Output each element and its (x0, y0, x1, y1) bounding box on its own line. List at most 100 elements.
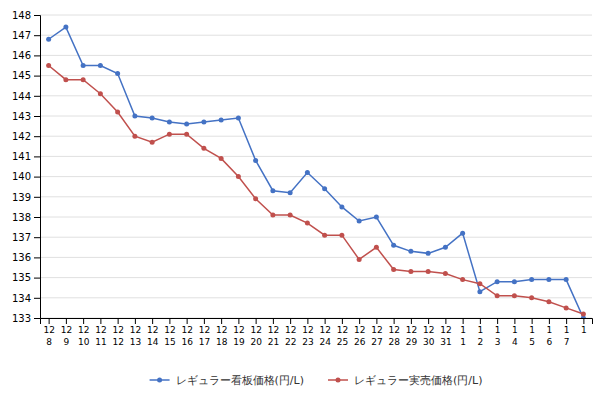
point (426, 251, 431, 256)
x-tick-label-row2: 5 (529, 337, 535, 347)
x-tick-label: 12 (216, 325, 227, 335)
y-tick: 147 (12, 30, 40, 41)
grid-line (40, 55, 592, 56)
y-tick-mark (34, 156, 40, 157)
legend-item: レギュラー実売価格(円/L) (328, 374, 482, 387)
point (150, 140, 155, 145)
x-axis-line (41, 319, 593, 325)
x-tick-label: 12 (250, 325, 261, 335)
y-tick-label: 134 (12, 293, 31, 304)
y-tick-mark (34, 318, 40, 319)
x-axis: 1281291210121112121213121412151216121712… (41, 318, 593, 347)
point (236, 174, 241, 179)
y-tick-label: 140 (12, 171, 31, 182)
point (305, 170, 310, 175)
point (167, 132, 172, 137)
x-tick-label-row2: 27 (371, 337, 382, 347)
y-tick-label: 141 (12, 151, 31, 162)
x-tick-mark (273, 318, 274, 324)
y-tick-label: 133 (12, 313, 31, 324)
x-tick: 1218 (216, 318, 228, 347)
x-tick-label-row2: 23 (302, 337, 313, 347)
x-tick: 1229 (406, 318, 418, 347)
x-tick-mark (49, 318, 50, 324)
x-tick-label: 12 (130, 325, 141, 335)
x-tick-label: 12 (233, 325, 244, 335)
y-tick-mark (34, 278, 40, 279)
x-tick-mark (445, 318, 446, 324)
x-tick-label: 1 (512, 325, 518, 335)
point (46, 37, 51, 42)
x-tick-label: 12 (388, 325, 399, 335)
y-tick: 133 (12, 313, 40, 324)
x-tick-label-row2: 6 (547, 337, 553, 347)
y-tick: 142 (12, 131, 40, 142)
y-tick-label: 139 (12, 192, 31, 203)
point (63, 25, 68, 30)
x-tick: 1228 (388, 318, 400, 347)
grid-line (40, 95, 592, 96)
x-tick-mark (566, 318, 567, 324)
point (201, 146, 206, 151)
x-tick-mark (480, 318, 481, 324)
grid-line (40, 237, 592, 238)
grid-line (40, 297, 592, 298)
point (115, 71, 120, 76)
series (46, 25, 586, 318)
x-tick-label: 12 (337, 325, 348, 335)
x-tick: 1230 (423, 318, 435, 347)
y-tick-label: 144 (12, 91, 31, 102)
x-tick-label: 1 (478, 325, 484, 335)
point (236, 116, 241, 121)
x-tick-mark (66, 318, 67, 324)
x-tick-label: 12 (61, 325, 72, 335)
x-tick-mark (497, 318, 498, 324)
x-tick-label-row2: 13 (130, 337, 141, 347)
grid-line (40, 35, 592, 36)
point (339, 204, 344, 209)
x-tick-label-row2: 26 (354, 337, 366, 347)
x-tick-label-row2: 21 (268, 337, 279, 347)
x-tick-mark (187, 318, 188, 324)
x-tick-label-row2: 11 (95, 337, 106, 347)
point (408, 249, 413, 254)
x-tick-label-row2: 17 (199, 337, 210, 347)
point (564, 305, 569, 310)
grid-line (40, 176, 592, 177)
grid-line (40, 217, 592, 218)
point (288, 212, 293, 217)
point (391, 243, 396, 248)
x-tick-label: 12 (440, 325, 451, 335)
x-tick-label: 12 (302, 325, 313, 335)
y-tick-label: 143 (12, 111, 31, 122)
y-tick-mark (34, 136, 40, 137)
x-tick-label: 12 (268, 325, 279, 335)
point (512, 279, 517, 284)
x-tick: 12 (478, 318, 484, 347)
y-axis-line (34, 16, 41, 319)
legend-label: レギュラー実売価格(円/L) (354, 374, 482, 387)
point (495, 279, 500, 284)
y-tick-label: 136 (12, 252, 31, 263)
y-tick: 146 (12, 50, 40, 61)
point (529, 277, 534, 282)
point (201, 120, 206, 125)
x-tick-label: 12 (112, 325, 123, 335)
point (460, 231, 465, 236)
x-tick-label: 1 (581, 325, 587, 335)
x-tick-mark (221, 318, 222, 324)
x-tick-mark (169, 318, 170, 324)
y-tick-mark (34, 76, 40, 77)
y-tick: 134 (12, 293, 40, 304)
grid-line (40, 257, 592, 258)
x-tick: 1212 (112, 318, 123, 347)
x-tick-label-row2: 3 (495, 337, 501, 347)
point (339, 233, 344, 238)
y-tick: 144 (12, 91, 40, 102)
x-tick: 1213 (130, 318, 141, 347)
x-tick: 129 (61, 318, 72, 347)
x-tick-mark (342, 318, 343, 324)
y-tick-mark (34, 35, 40, 36)
x-tick-label: 12 (319, 325, 330, 335)
y-tick-mark (34, 237, 40, 238)
